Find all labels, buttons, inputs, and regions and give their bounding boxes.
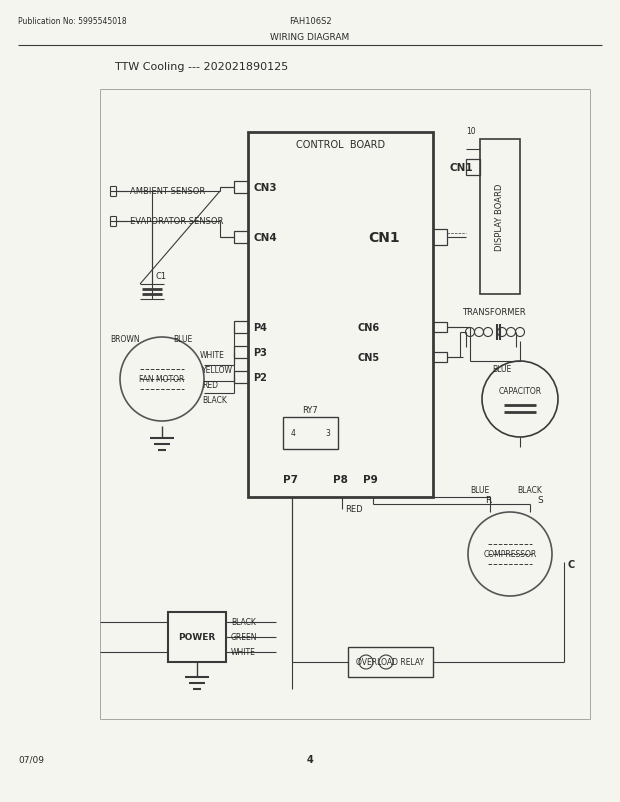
Bar: [248, 133, 433, 497]
Text: FAN MOTOR: FAN MOTOR: [140, 375, 185, 384]
Bar: [234, 182, 248, 194]
Text: CN1: CN1: [450, 163, 474, 172]
Text: CN6: CN6: [358, 322, 380, 333]
Bar: [433, 353, 447, 363]
Bar: [168, 612, 226, 662]
Text: 3: 3: [325, 429, 330, 438]
Text: BLACK: BLACK: [231, 618, 256, 626]
Text: CN5: CN5: [358, 353, 380, 363]
Text: S: S: [537, 496, 543, 505]
Bar: [234, 371, 248, 383]
Text: EVAPORATOR SENSOR: EVAPORATOR SENSOR: [130, 217, 223, 226]
Text: RED: RED: [345, 505, 363, 514]
Bar: [234, 322, 248, 334]
Bar: [433, 322, 447, 333]
Text: CN1: CN1: [368, 231, 400, 245]
Text: P4: P4: [253, 322, 267, 333]
Bar: [283, 418, 338, 449]
Bar: [234, 346, 248, 358]
Text: COMPRESSOR: COMPRESSOR: [484, 550, 537, 559]
Text: P9: P9: [363, 475, 378, 484]
Text: AMBIENT SENSOR: AMBIENT SENSOR: [130, 187, 205, 196]
Text: BROWN: BROWN: [110, 335, 140, 344]
Text: P8: P8: [333, 475, 348, 484]
Text: BLUE: BLUE: [492, 365, 512, 374]
Text: BLUE: BLUE: [471, 486, 490, 495]
Text: GREEN: GREEN: [231, 633, 257, 642]
Text: P7: P7: [283, 475, 298, 484]
Text: C1: C1: [156, 272, 167, 282]
Text: CN3: CN3: [253, 183, 277, 192]
Text: WIRING DIAGRAM: WIRING DIAGRAM: [270, 34, 350, 43]
Bar: [480, 140, 520, 294]
Text: DISPLAY BOARD: DISPLAY BOARD: [495, 184, 505, 251]
Text: Publication No: 5995545018: Publication No: 5995545018: [18, 18, 126, 26]
Bar: [348, 647, 433, 677]
Text: 4: 4: [307, 754, 313, 764]
Text: 4: 4: [291, 429, 296, 438]
Text: P2: P2: [253, 373, 267, 383]
Text: P3: P3: [253, 347, 267, 358]
Bar: [234, 232, 248, 244]
Text: CAPACITOR: CAPACITOR: [498, 387, 541, 396]
Bar: [433, 229, 447, 245]
Text: WHITE: WHITE: [200, 351, 225, 360]
Bar: [466, 160, 480, 176]
Text: RED: RED: [202, 381, 218, 390]
Text: CONTROL  BOARD: CONTROL BOARD: [296, 140, 385, 150]
Text: 10: 10: [466, 128, 476, 136]
Text: BLACK: BLACK: [202, 396, 227, 405]
Text: RY7: RY7: [302, 406, 318, 415]
Text: 07/09: 07/09: [18, 755, 44, 764]
Text: FAH106S2: FAH106S2: [289, 18, 331, 26]
Text: R: R: [485, 496, 491, 505]
Text: OVERLOAD RELAY: OVERLOAD RELAY: [356, 658, 425, 666]
Text: C: C: [567, 559, 574, 569]
Text: WHITE: WHITE: [231, 648, 256, 657]
Text: CN4: CN4: [253, 233, 277, 243]
Text: TTW Cooling --- 202021890125: TTW Cooling --- 202021890125: [115, 62, 288, 72]
Text: POWER: POWER: [179, 633, 216, 642]
Text: YELLOW: YELLOW: [202, 366, 233, 375]
Text: BLUE: BLUE: [173, 335, 192, 344]
Text: BLACK: BLACK: [518, 486, 542, 495]
Text: TRANSFORMER: TRANSFORMER: [462, 308, 526, 317]
